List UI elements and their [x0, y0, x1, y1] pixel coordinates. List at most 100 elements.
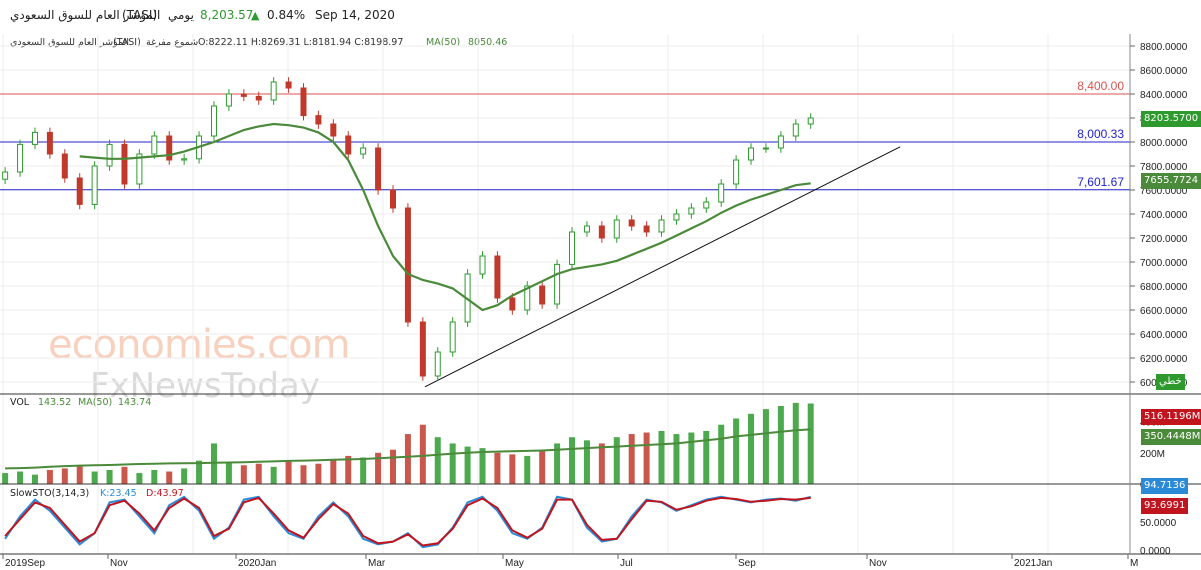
volume-bar	[76, 465, 83, 484]
info-ma-label: MA(50)	[426, 37, 461, 48]
stoch-k-label: K:23.45	[100, 488, 137, 499]
time-tick-label: 2019Sep	[5, 558, 45, 569]
header-bar: المؤشر العام للسوق السعودي (TASI) يومي 8…	[0, 0, 1201, 32]
volume-bar	[494, 452, 501, 484]
volume-bars	[2, 402, 814, 484]
candle-body	[166, 135, 173, 161]
time-tick-label: 2021Jan	[1014, 558, 1052, 569]
volume-bar	[539, 449, 546, 484]
price-candles	[2, 77, 814, 381]
candle-body	[688, 207, 695, 215]
volume-bar	[777, 406, 784, 484]
time-axis[interactable]: 2019Sep Nov 2020Jan Mar May Jul Sep Nov 2021Jan M	[2, 554, 1138, 569]
info-symbol: (TASI)	[113, 37, 141, 48]
up-arrow-icon: ▲	[251, 9, 260, 22]
price-tick-label: 8000.0000	[1140, 138, 1188, 149]
volume-bar	[240, 465, 247, 484]
candle-body	[524, 285, 531, 311]
last-price: 8,203.57	[200, 8, 254, 22]
change-percent: 0.84%	[267, 8, 306, 22]
line-tool-button[interactable]: خطي	[1156, 374, 1185, 390]
level-label-2: 8,000.33	[1077, 127, 1124, 141]
volume-bar	[449, 443, 456, 484]
stoch-label: SlowSTO(3,14,3)	[10, 488, 90, 499]
candle-body	[360, 147, 367, 155]
volume-badge: 516.1196M	[1141, 409, 1201, 425]
candle-body	[509, 297, 516, 311]
volume-bar	[31, 474, 38, 484]
volume-bar	[121, 466, 128, 484]
level-label-3: 7,601.67	[1077, 175, 1124, 189]
info-name: المؤشر العام للسوق السعودي	[10, 37, 130, 48]
grid	[0, 34, 1130, 554]
period-label[interactable]: يومي	[168, 8, 194, 22]
candle-body	[613, 219, 620, 239]
time-tick-label: Mar	[368, 558, 386, 569]
candle-body	[136, 153, 143, 185]
level-label-1: 8,400.00	[1077, 79, 1124, 93]
volume-bar	[390, 449, 396, 484]
trendline-group[interactable]	[424, 146, 901, 388]
price-tick-label: 7800.0000	[1140, 162, 1188, 173]
volume-bar	[225, 462, 232, 484]
volume-bar	[166, 471, 173, 484]
trendline	[424, 146, 901, 388]
candle-body	[121, 143, 128, 185]
index-symbol: (TASI)	[122, 8, 158, 22]
candle-body	[479, 255, 486, 275]
stoch-k-line	[4, 495, 811, 549]
volume-bar	[315, 463, 322, 484]
candle-body	[554, 263, 561, 305]
volume-bar	[17, 471, 24, 484]
ma50-line	[79, 122, 811, 312]
volume-bar	[688, 432, 695, 484]
candle-body	[703, 201, 710, 209]
info-candle-type: شموع مفرغة	[146, 37, 199, 48]
volume-bar	[434, 437, 441, 484]
candle-body	[17, 143, 24, 173]
volume-bar	[479, 448, 486, 484]
candle-body	[569, 231, 576, 265]
candle-body	[181, 158, 188, 161]
stoch-tick-label: 50.0000	[1140, 518, 1177, 529]
candle-body	[539, 285, 546, 305]
volume-bar	[792, 402, 799, 484]
time-tick-label: Jul	[620, 558, 633, 569]
volume-bar	[106, 469, 113, 484]
candle-body	[106, 143, 113, 167]
volume-tick-label: 200M	[1140, 449, 1165, 460]
candle-body	[61, 153, 68, 179]
time-tick-label: Nov	[110, 558, 128, 569]
candle-body	[151, 135, 158, 155]
volume-bar	[733, 418, 740, 484]
candle-body	[255, 95, 262, 101]
candle-body	[434, 351, 441, 377]
candle-body	[733, 159, 740, 185]
price-tick-label: 8800.0000	[1140, 42, 1188, 53]
time-tick-label: 2020Jan	[238, 558, 276, 569]
vol-ma-label: MA(50)	[78, 397, 113, 408]
candle-body	[807, 117, 814, 125]
volume-bar	[285, 460, 292, 484]
candle-body	[46, 131, 53, 155]
price-tick-label: 7000.0000	[1140, 258, 1188, 269]
vol-ma-value: 143.74	[118, 397, 152, 408]
stoch-d-badge: 93.6991	[1141, 498, 1189, 514]
candle-body	[240, 93, 247, 97]
price-tick-label: 6200.0000	[1140, 354, 1188, 365]
candle-body	[658, 219, 665, 233]
candle-body	[315, 115, 322, 125]
candle-body	[270, 81, 277, 101]
info-ma-value: 8050.46	[468, 37, 508, 48]
horizontal-lines[interactable]: 8,400.00 8,000.33 7,601.67	[0, 79, 1130, 191]
volume-bar	[196, 460, 203, 484]
candle-body	[91, 165, 98, 205]
volume-bar	[807, 403, 814, 484]
volume-ma-line	[5, 428, 811, 470]
stochastic-lines	[4, 495, 811, 549]
candle-body	[748, 147, 755, 161]
volume-ma-badge: 350.4448M	[1141, 429, 1201, 445]
volume-bar	[673, 434, 680, 484]
